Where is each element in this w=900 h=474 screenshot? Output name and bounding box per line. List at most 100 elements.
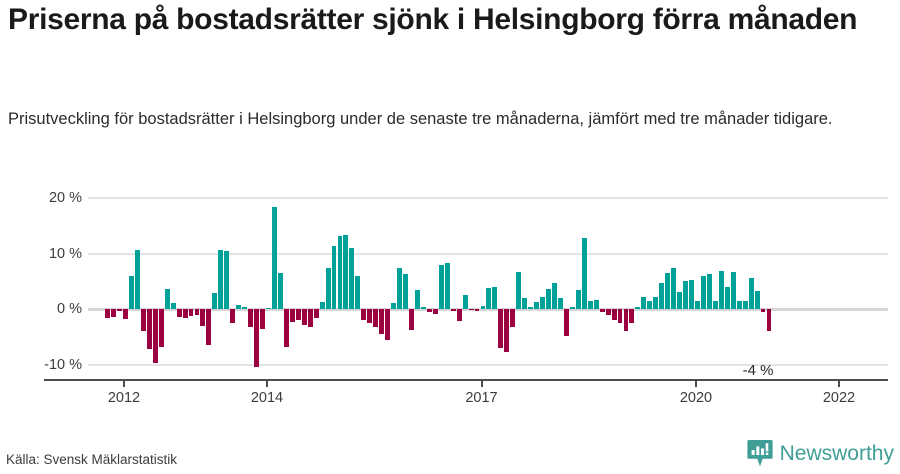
bar [236, 304, 242, 309]
bar [337, 236, 343, 309]
bar [569, 307, 575, 309]
x-axis-tick [266, 379, 268, 387]
bar [128, 275, 134, 309]
bar [605, 309, 611, 315]
x-axis-tick [480, 379, 483, 387]
bar [641, 296, 647, 309]
bar [593, 300, 599, 309]
bar [301, 309, 307, 325]
bar [200, 309, 206, 326]
bar [361, 309, 367, 321]
bar [522, 297, 528, 309]
bar [176, 309, 182, 317]
bar [230, 309, 236, 324]
bar [438, 264, 444, 309]
bar [170, 303, 176, 309]
bar [653, 297, 659, 309]
bar [426, 309, 432, 313]
bar [367, 309, 373, 323]
bar [712, 301, 718, 309]
bar [659, 283, 665, 309]
x-axis-label: 2020 [679, 390, 713, 406]
bar [528, 307, 534, 309]
bar [385, 309, 391, 340]
y-axis-label: 20 % [48, 190, 82, 206]
bar [766, 309, 772, 332]
bar [736, 301, 742, 309]
bar [623, 309, 629, 331]
bar [486, 287, 492, 309]
x-axis-label: 2014 [250, 390, 284, 406]
bar [677, 292, 683, 309]
gridline-20 [88, 197, 888, 199]
bar [325, 268, 331, 309]
bar [629, 309, 635, 324]
bar [581, 237, 587, 309]
bar [510, 309, 516, 328]
x-axis-label: 2022 [822, 390, 856, 406]
bar [397, 268, 403, 309]
bar [516, 271, 522, 309]
bar [599, 309, 605, 313]
bar [271, 207, 277, 309]
newsworthy-logo: Newsworthy [747, 439, 894, 468]
bar [456, 309, 462, 321]
bar [617, 309, 623, 323]
bar [724, 286, 730, 309]
newsworthy-logo-text: Newsworthy [779, 442, 894, 465]
bar [444, 263, 450, 309]
bar [534, 301, 540, 309]
bar [742, 301, 748, 309]
bar [540, 296, 546, 309]
chart-bars [0, 186, 900, 381]
last-value-label: -4 % [742, 362, 774, 380]
y-axis-label: -10 % [44, 356, 82, 373]
bar [194, 309, 200, 315]
bar [117, 309, 122, 311]
bar [730, 272, 736, 309]
gridline-10 [88, 252, 888, 255]
bar [420, 306, 426, 309]
bar [254, 309, 260, 367]
bar [706, 274, 712, 309]
bar [718, 271, 724, 309]
bar [319, 301, 325, 309]
bar [105, 309, 111, 318]
bar [414, 289, 420, 309]
x-axis-tick [695, 379, 697, 387]
bar [111, 309, 117, 318]
bar [504, 309, 510, 353]
y-axis-label: 10 % [48, 245, 82, 262]
bar [182, 309, 188, 318]
bar [260, 309, 265, 329]
bar [242, 307, 248, 309]
bar [283, 309, 289, 347]
bar [277, 272, 283, 309]
x-axis-tick [838, 379, 840, 387]
bar [557, 297, 563, 309]
bar [575, 290, 581, 309]
page-subtitle: Prisutveckling för bostadsrätter i Helsi… [8, 110, 833, 128]
bar [331, 246, 337, 309]
bar [432, 309, 438, 314]
bar [492, 286, 498, 309]
bar [683, 281, 689, 309]
gridline--10 [88, 363, 888, 366]
bar [379, 309, 385, 334]
bar [307, 309, 313, 328]
x-axis-tick [123, 379, 125, 387]
bar [134, 249, 140, 309]
bar [212, 292, 218, 309]
bar [349, 247, 355, 309]
y-axis-label: 0 % [57, 301, 82, 317]
bar [700, 275, 706, 309]
bar [754, 291, 760, 309]
bar [152, 309, 158, 364]
bar [206, 309, 212, 346]
bar [450, 309, 456, 311]
bar [146, 309, 152, 349]
bar [289, 309, 295, 323]
bar [248, 309, 254, 328]
bar [123, 309, 128, 319]
